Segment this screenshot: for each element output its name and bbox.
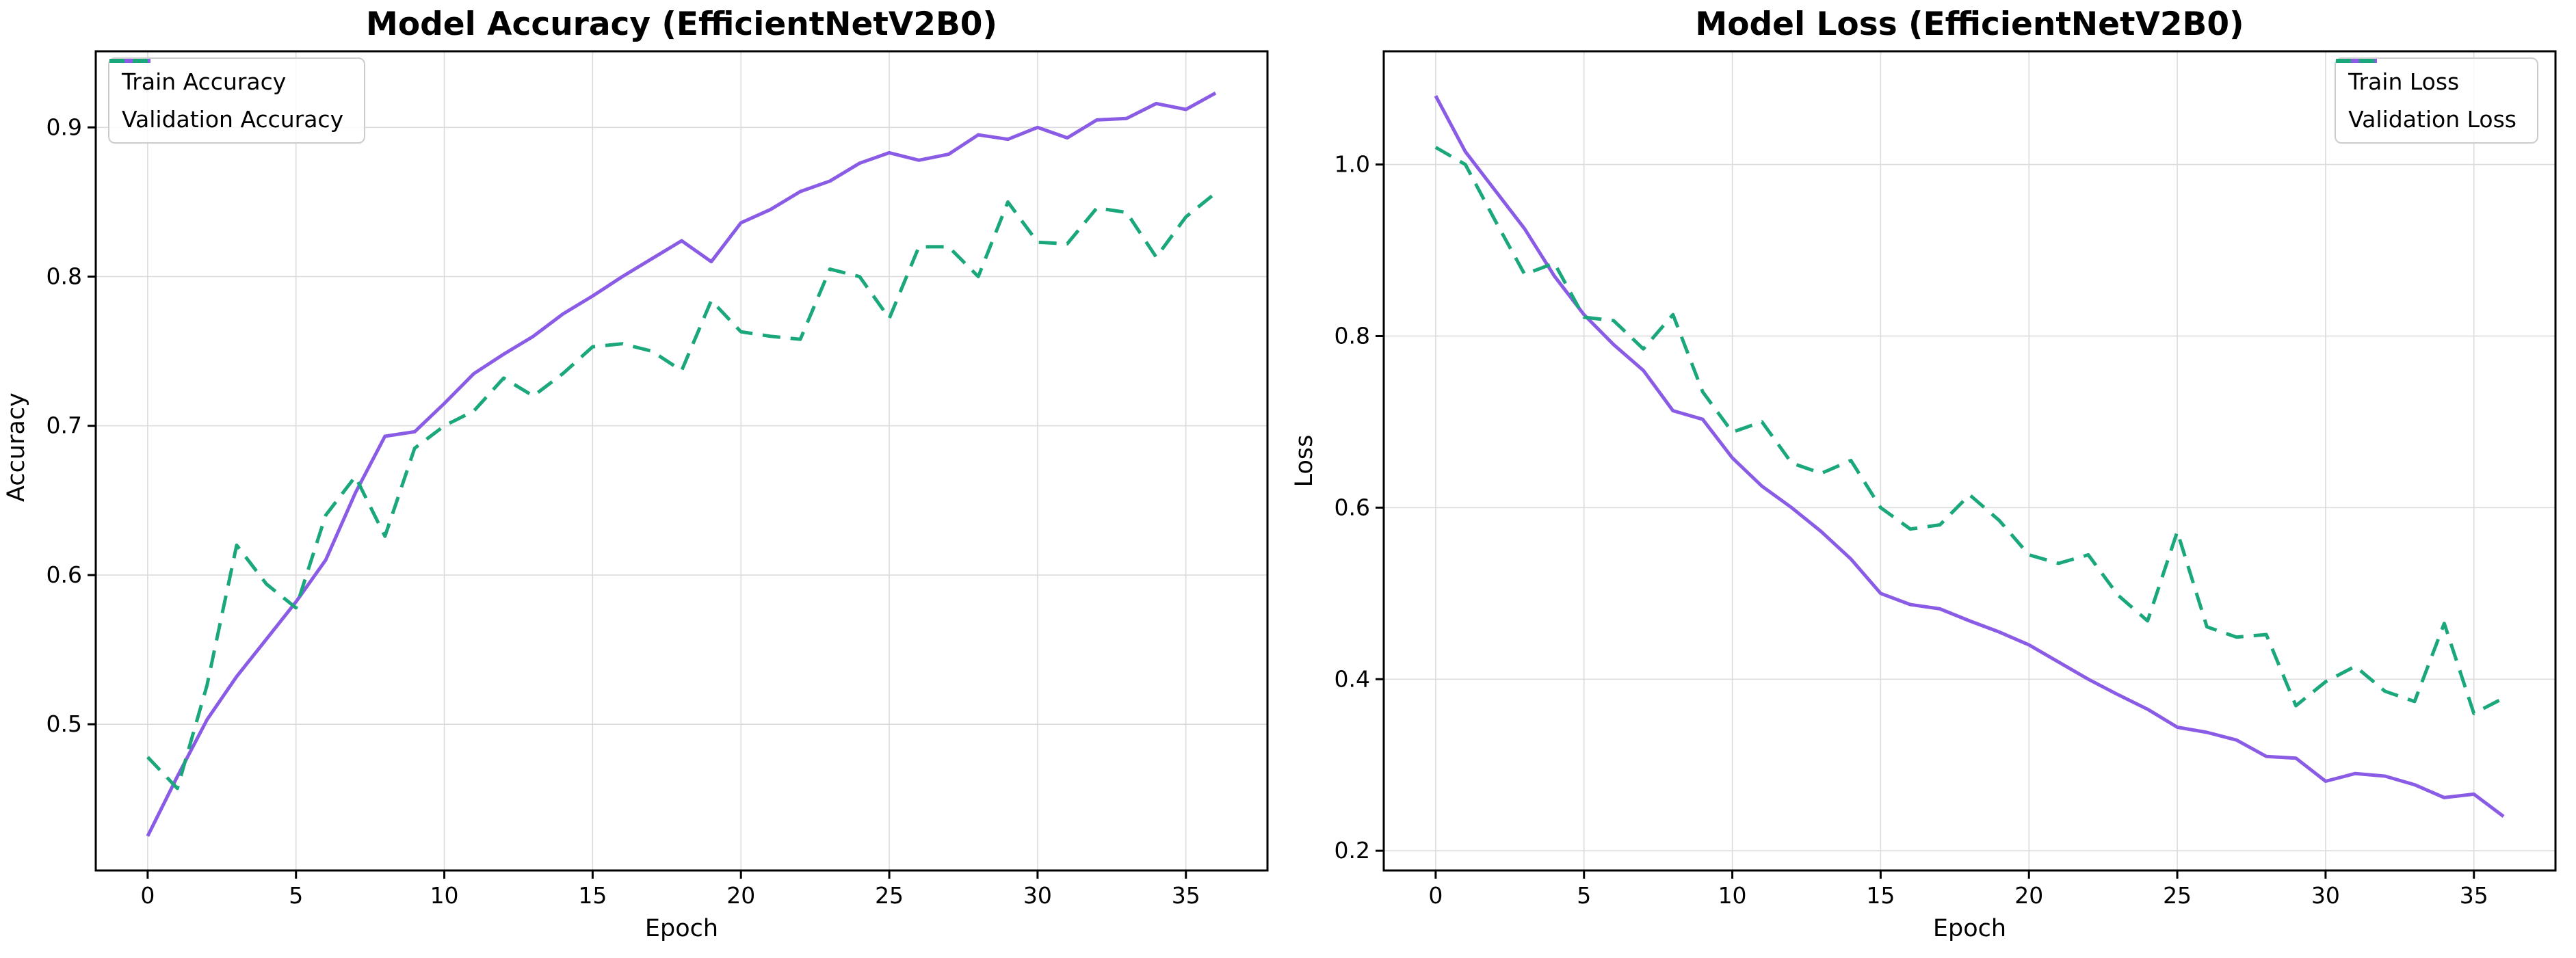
- plot-area: [1382, 50, 2557, 872]
- y-tick-label: 0.8: [47, 263, 82, 290]
- x-tick-label: 35: [2460, 882, 2488, 909]
- x-tick-label: 15: [578, 882, 607, 909]
- accuracy-chart: 0 5 10 15 20 25 30 35 0.5 0.6 0.7 0.8 0.9 Model Accu…: [3, 5, 1269, 942]
- x-tick-label: 5: [1577, 882, 1591, 909]
- validation-loss-line: [1434, 146, 2505, 715]
- y-tick-label: 0.7: [47, 412, 82, 439]
- loss-plot-svg: 0 5 10 15 20 25 30 35 0.2 0.4 0.6 0.8 1.0: [1335, 50, 2557, 909]
- y-tick-label: 0.8: [1335, 322, 1370, 349]
- x-axis-label: Epoch: [644, 915, 719, 942]
- x-axis-label: Epoch: [1932, 915, 2007, 942]
- x-tick-label: 30: [2311, 882, 2340, 909]
- validation-accuracy-legend-sample: [109, 59, 150, 63]
- accuracy-plot-svg: 0 5 10 15 20 25 30 35 0.5 0.6 0.7 0.8 0.9: [47, 50, 1269, 909]
- legend-label: Validation Accuracy: [122, 106, 344, 133]
- y-tick-label: 1.0: [1335, 151, 1370, 178]
- legend-label: Train Accuracy: [122, 68, 287, 95]
- x-tick-label: 30: [1023, 882, 1052, 909]
- loss-chart: 0 5 10 15 20 25 30 35 0.2 0.4 0.6 0.8 1.0 Model Loss…: [1288, 0, 2576, 958]
- x-tick-label: 10: [430, 882, 459, 909]
- train-loss-line: [1434, 95, 2505, 818]
- x-tick-label: 25: [875, 882, 904, 909]
- legend-item: Train Accuracy: [109, 59, 343, 95]
- x-tick-label: 20: [2014, 882, 2043, 909]
- legend-label: Validation Loss: [2348, 106, 2516, 133]
- plot-area: [94, 50, 1269, 872]
- y-tick-label: 0.5: [47, 710, 82, 737]
- train-accuracy-line: [146, 91, 1217, 837]
- y-tick-label: 0.4: [1335, 665, 1370, 692]
- validation-loss-legend-sample: [2336, 59, 2378, 63]
- validation-accuracy-line: [146, 191, 1217, 790]
- x-tick-label: 35: [1172, 882, 1200, 909]
- y-tick-label: 0.6: [47, 561, 82, 588]
- y-tick-label: 0.6: [1335, 494, 1370, 520]
- x-tick-label: 10: [1718, 882, 1747, 909]
- x-tick-label: 0: [1428, 882, 1443, 909]
- legend-item: Validation Loss: [2336, 59, 2516, 133]
- x-tick-label: 20: [726, 882, 755, 909]
- legend: Train Loss Validation Loss: [2335, 57, 2538, 144]
- legend-item: Validation Accuracy: [109, 59, 344, 133]
- legend-item: Train Loss: [2336, 59, 2516, 95]
- x-tick-label: 25: [2163, 882, 2192, 909]
- x-tick-label: 5: [289, 882, 303, 909]
- y-tick-label: 0.9: [47, 114, 82, 140]
- y-tick-label: 0.2: [1335, 837, 1370, 864]
- chart-title: Model Loss (EfficientNetV2B0): [1695, 5, 2244, 43]
- chart-title: Model Accuracy (EfficientNetV2B0): [366, 5, 997, 43]
- legend-label: Train Loss: [2348, 68, 2460, 95]
- y-axis-label: Accuracy: [3, 392, 30, 502]
- x-tick-label: 0: [140, 882, 155, 909]
- x-tick-label: 15: [1866, 882, 1895, 909]
- legend: Train Accuracy Validation Accuracy: [108, 57, 366, 144]
- y-axis-label: Loss: [1291, 434, 1318, 488]
